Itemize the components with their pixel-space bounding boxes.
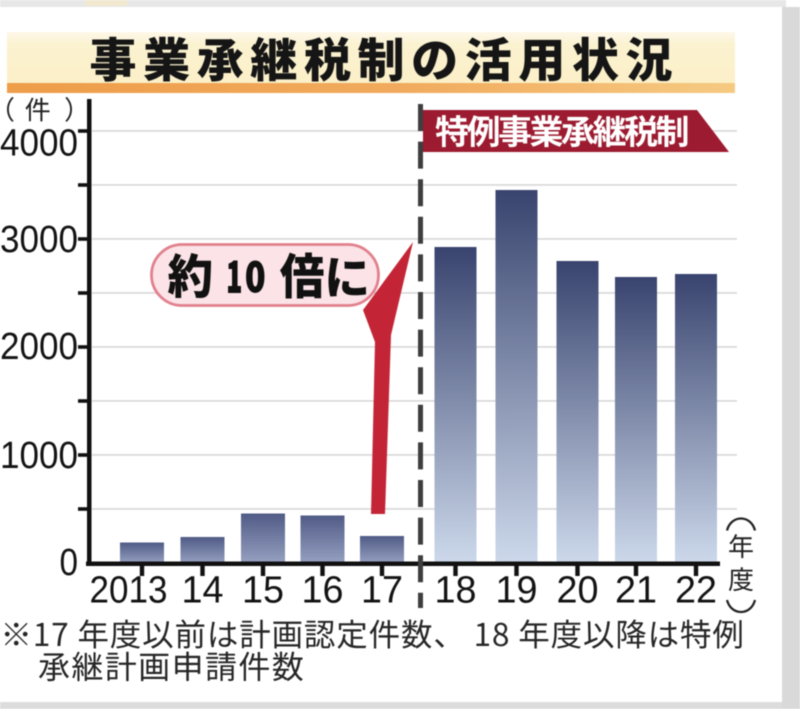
svg-text:21: 21: [615, 570, 657, 612]
svg-text:1000: 1000: [0, 435, 78, 477]
svg-text:22: 22: [675, 570, 717, 612]
svg-text:15: 15: [242, 570, 284, 612]
svg-text:2000: 2000: [0, 326, 78, 368]
svg-text:2013: 2013: [90, 570, 168, 612]
svg-text:19: 19: [496, 570, 538, 612]
svg-text:18: 18: [435, 570, 477, 612]
svg-text:16: 16: [302, 570, 344, 612]
svg-text:20: 20: [557, 570, 599, 612]
svg-text:4000: 4000: [0, 123, 78, 165]
svg-text:17: 17: [361, 570, 403, 612]
svg-text:14: 14: [182, 570, 224, 612]
svg-text:3000: 3000: [0, 219, 78, 261]
svg-text:0: 0: [60, 542, 79, 584]
